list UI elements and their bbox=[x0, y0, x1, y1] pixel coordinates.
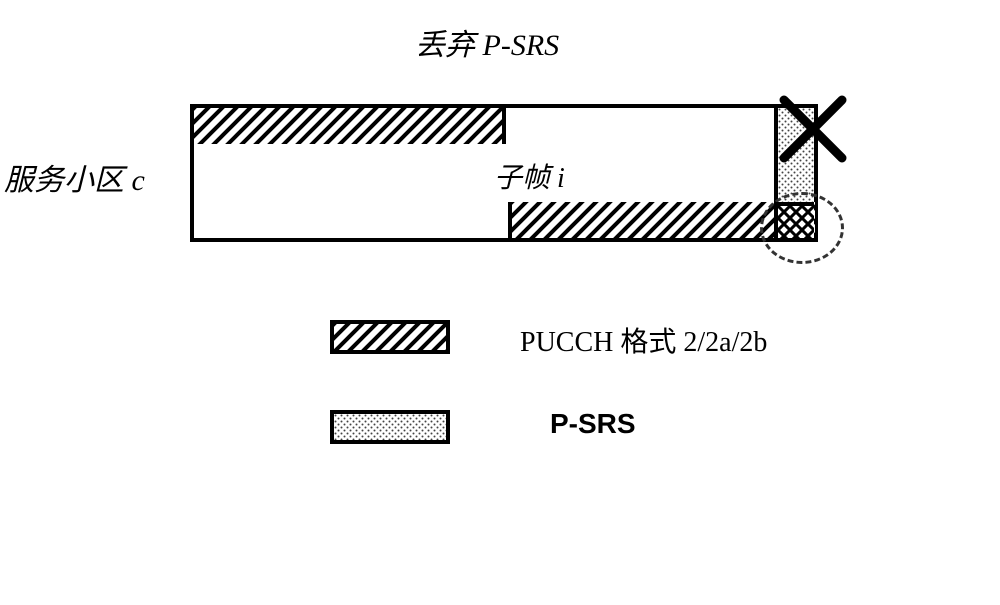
title-text: 丢弃 P-SRS bbox=[415, 20, 559, 64]
legend-pucch-swatch bbox=[330, 320, 450, 354]
legend-pucch-label: PUCCH 格式 2/2a/2b bbox=[520, 320, 767, 360]
pucch-top-region bbox=[194, 108, 506, 144]
subframe-box: 子帧 i bbox=[190, 104, 818, 242]
subframe-label: 子帧 i bbox=[494, 156, 565, 196]
pucch-bottom-region bbox=[508, 202, 815, 238]
legend-psrs-label: P-SRS bbox=[550, 408, 636, 440]
legend-psrs-swatch bbox=[330, 410, 450, 444]
side-label: 服务小区 c bbox=[4, 155, 145, 199]
overlap-region bbox=[774, 202, 814, 238]
psrs-region bbox=[774, 108, 814, 206]
